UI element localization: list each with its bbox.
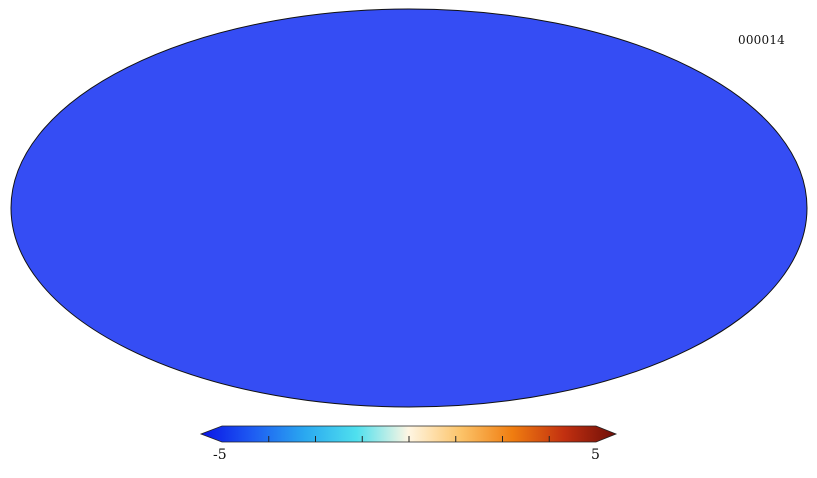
colorbar-ticks xyxy=(268,436,550,442)
colorbar xyxy=(199,425,618,443)
sky-map-field xyxy=(11,9,807,407)
colorbar-min-label: -5 xyxy=(213,447,227,463)
map-identifier-label: 000014 xyxy=(738,33,786,47)
colorbar-bar xyxy=(199,425,618,443)
colorbar-max-label: 5 xyxy=(591,447,600,463)
map-outline xyxy=(10,8,808,408)
